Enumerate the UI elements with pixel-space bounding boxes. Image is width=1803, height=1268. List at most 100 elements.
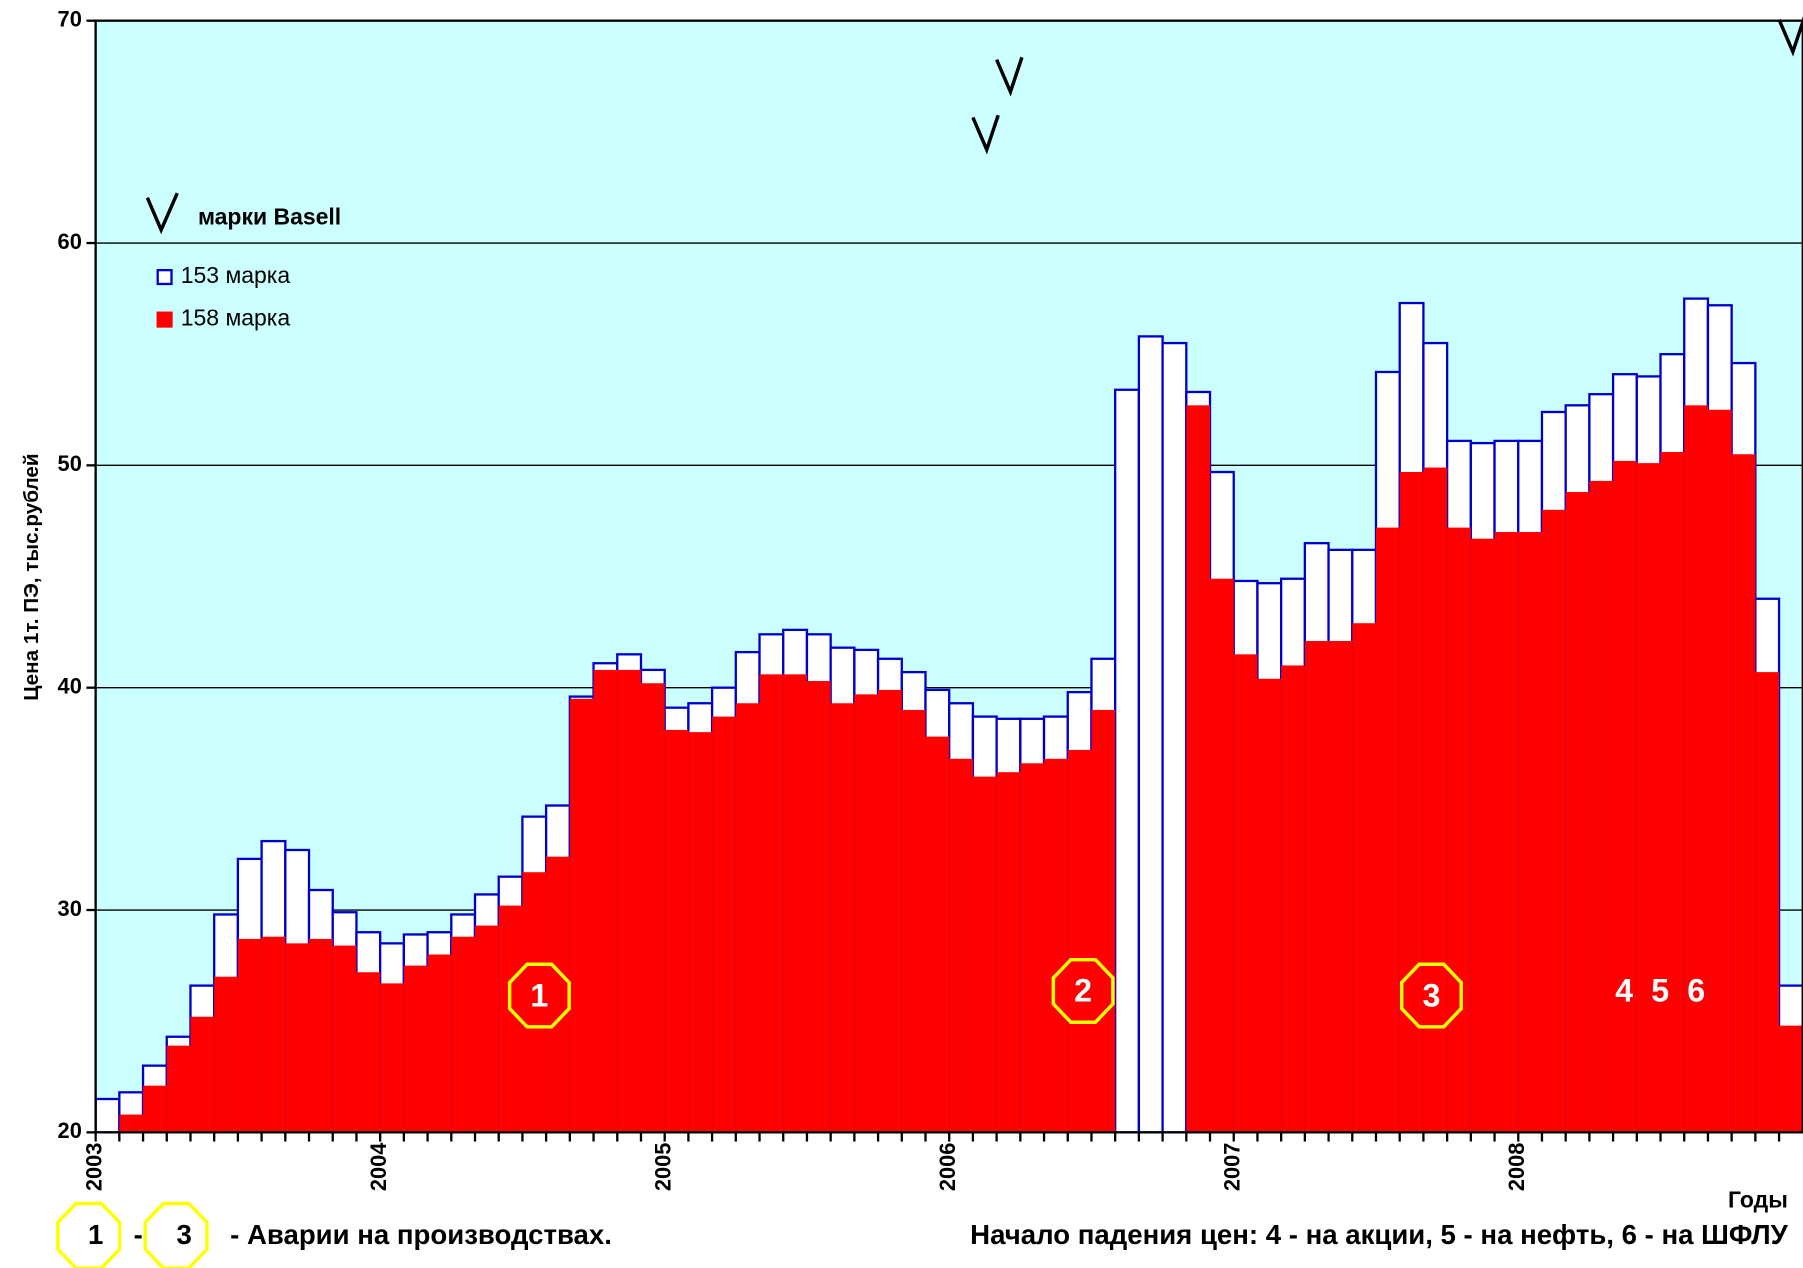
footnote: 3 [176,1219,191,1250]
bar [1707,409,1732,1133]
annotation: 1 [530,977,548,1013]
legend-marker [156,311,173,328]
bar [996,772,1021,1133]
x-tick-label: 2007 [1219,1143,1244,1192]
bar [427,954,452,1133]
bar [261,936,286,1133]
bar [878,689,902,1133]
bar [1137,335,1164,1134]
footnote-badge [56,1201,122,1268]
footnote: - [134,1219,143,1250]
bar [1091,709,1116,1133]
bar [403,965,428,1133]
x-tick-label: 2006 [935,1143,960,1192]
bar [759,674,784,1133]
annotation-badge [1399,962,1463,1029]
bar [972,776,997,1133]
bar [1020,763,1045,1133]
bar [309,938,333,1133]
bar [1494,532,1519,1133]
bar [1565,492,1590,1133]
bar [1233,654,1258,1133]
bar [1470,538,1495,1133]
bar [380,983,404,1133]
bar [1114,388,1141,1134]
bar [712,716,736,1133]
bar [735,703,760,1133]
bar [1304,640,1329,1133]
bar [1375,527,1400,1133]
annotation: 4 5 6 [1615,973,1710,1009]
y-tick-label: 60 [58,229,82,254]
legend-label: 153 марка [181,262,291,288]
bar [1399,472,1424,1133]
bar [1067,749,1092,1133]
bar [522,872,547,1133]
bar [332,945,357,1133]
bar [854,694,879,1133]
bar [498,905,523,1133]
bar [1684,405,1708,1133]
bar [1210,578,1234,1133]
basell-mark [1777,16,1803,57]
footnote: 1 [88,1219,103,1250]
legend-label: марки Basell [198,204,341,230]
legend-label: 158 марка [181,305,291,331]
bar [1328,640,1353,1133]
bar [166,1045,191,1133]
legend-marker [156,269,173,286]
annotation: 3 [1423,977,1441,1013]
bar [1541,509,1566,1133]
bar [901,709,926,1133]
bar [1660,452,1685,1133]
bar [285,943,310,1133]
bar [475,925,499,1133]
x-tick-label: 2005 [650,1143,675,1192]
y-tick-label: 50 [58,451,82,476]
bar [569,698,594,1133]
bar [640,683,665,1133]
bar [688,732,713,1133]
y-tick-label: 40 [58,673,82,698]
bar [1613,460,1637,1133]
bar [1161,341,1188,1134]
bar [593,669,618,1133]
x-axis-label: Годы [1728,1186,1788,1212]
bar [1755,672,1780,1133]
bar [214,976,238,1133]
bar [1447,527,1471,1133]
bar [451,936,476,1133]
bar [1518,532,1542,1133]
annotation-badge [1051,957,1115,1024]
y-tick-label: 20 [58,1118,82,1143]
bar [1636,463,1661,1133]
annotation: 2 [1074,973,1092,1009]
footnote-badge [143,1201,209,1268]
y-axis-label: Цена 1т. ПЭ, тыс.рублей [20,453,43,700]
bar [1779,1025,1803,1133]
bar [237,938,262,1133]
legend-marker [145,192,179,235]
x-tick-label: 2004 [366,1142,391,1191]
bar [94,1097,121,1134]
y-tick-label: 70 [58,6,82,31]
bar [1731,454,1756,1133]
bar [119,1114,144,1133]
bar [546,856,570,1133]
bar [1352,623,1376,1133]
footnote: Начало падения цен: 4 - на акции, 5 - на… [970,1219,1789,1250]
bar [1257,678,1282,1133]
bar [1281,665,1305,1133]
bar [925,736,950,1133]
bar [1044,758,1068,1133]
footnote: - Аварии на производствах. [230,1219,612,1250]
bar [830,703,855,1133]
basell-mark [995,56,1024,97]
bar [664,729,689,1133]
bar [143,1085,167,1133]
x-tick-label: 2008 [1504,1143,1529,1192]
x-tick-label: 2003 [81,1143,106,1192]
bar [806,681,831,1133]
